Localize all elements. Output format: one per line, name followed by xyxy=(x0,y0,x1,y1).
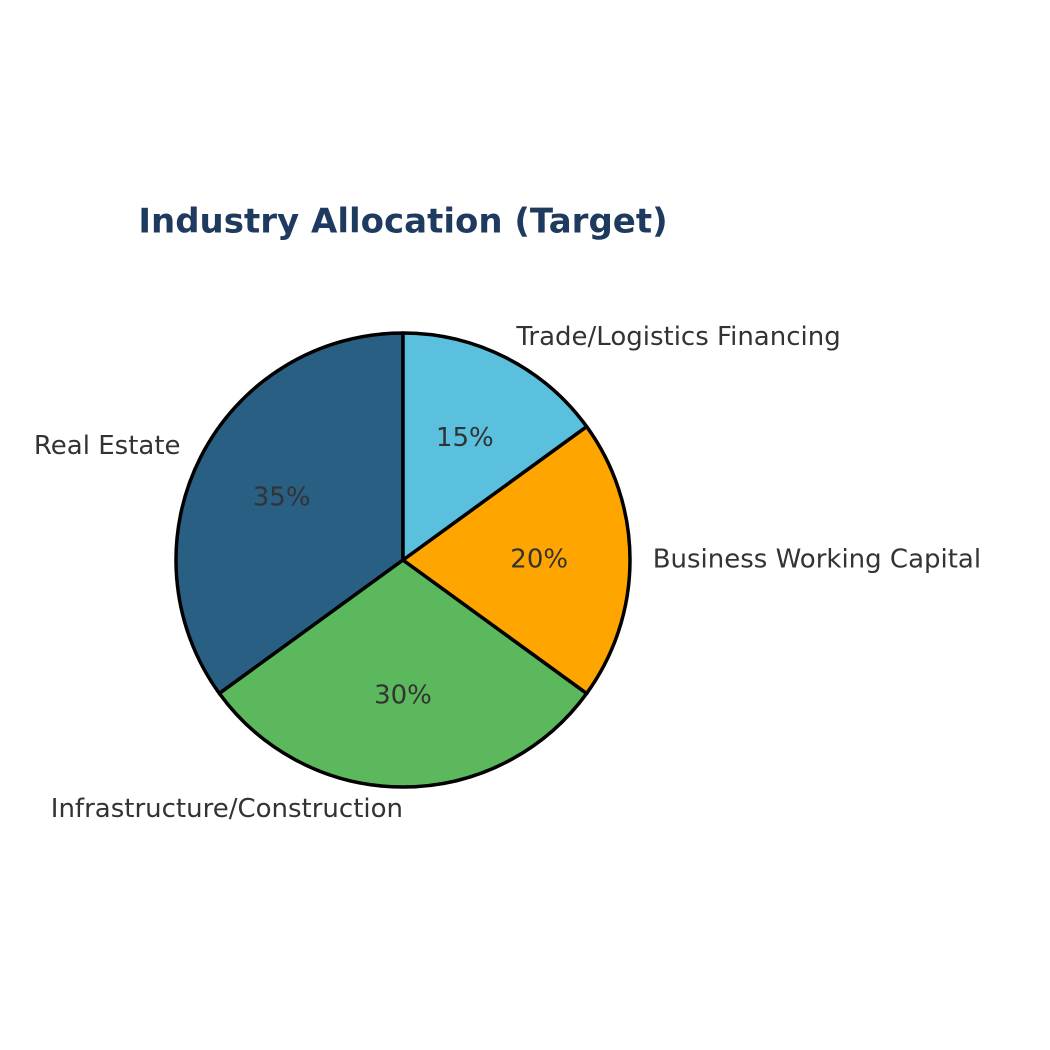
category-label: Business Working Capital xyxy=(653,545,981,575)
pie-slice xyxy=(217,558,589,789)
pie-slice xyxy=(401,424,632,696)
category-label: Real Estate xyxy=(34,431,181,461)
chart-title: Industry Allocation (Target) xyxy=(138,202,667,242)
pie-slice xyxy=(401,331,589,562)
value-label: 30% xyxy=(374,681,432,711)
value-label: 35% xyxy=(253,483,311,513)
pie-slice xyxy=(174,331,405,696)
category-label: Infrastructure/Construction xyxy=(51,794,403,824)
value-label: 20% xyxy=(510,545,568,575)
value-label: 15% xyxy=(436,423,494,453)
category-label: Trade/Logistics Financing xyxy=(515,322,840,352)
